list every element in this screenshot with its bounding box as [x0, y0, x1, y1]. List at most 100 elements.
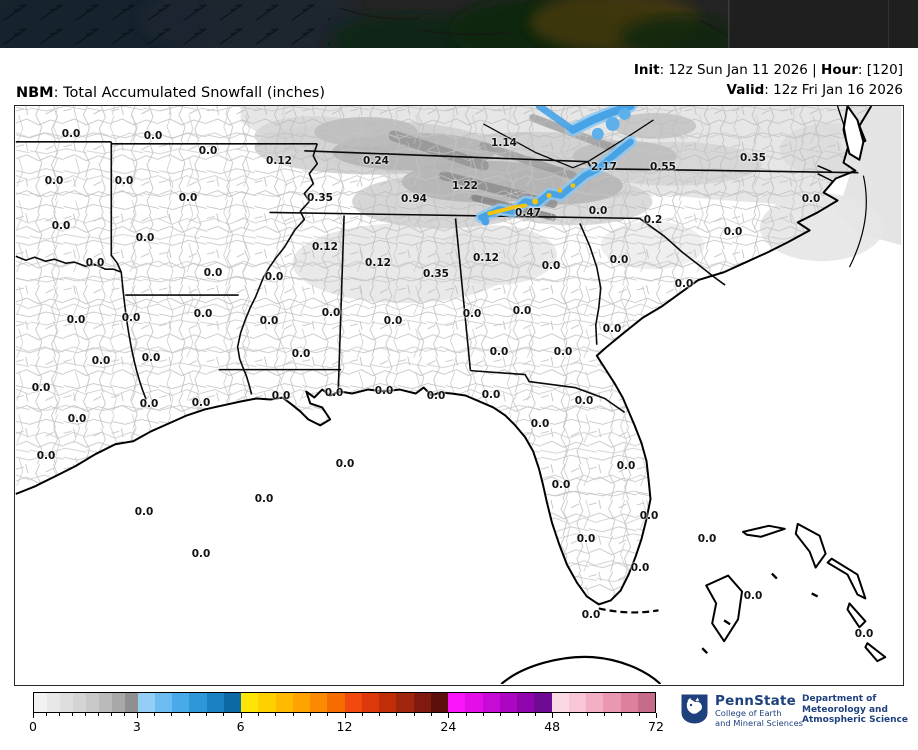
colorbar-bin	[448, 693, 552, 712]
colorbar-segment	[361, 693, 379, 712]
colorbar-minor-tick	[482, 713, 484, 716]
colorbar-swatches	[33, 692, 656, 713]
colorbar-segment	[154, 693, 172, 712]
map-value-label: 0.0	[481, 389, 501, 401]
colorbar-minor-tick	[604, 713, 606, 716]
map-value-label: 0.12	[473, 252, 499, 264]
map-value-label: 0.0	[191, 397, 211, 409]
map-value-label: 0.0	[321, 307, 341, 319]
map-value-label: 0.0	[193, 308, 213, 320]
map-value-label: 0.0	[254, 493, 274, 505]
colorbar-bin	[551, 693, 655, 712]
map-value-label: 0.0	[581, 609, 601, 621]
map-value-label: 0.0	[36, 450, 56, 462]
map-value-label: 0.12	[266, 155, 292, 167]
colorbar-minor-tick	[465, 713, 467, 716]
college-line1: College of Earth	[715, 708, 782, 718]
colorbar-segment	[124, 693, 138, 712]
map-value-label: 0.0	[854, 628, 874, 640]
colorbar-segment	[603, 693, 621, 712]
strip-decoration	[0, 0, 918, 48]
product-name: NBM	[16, 85, 54, 101]
map-title: NBM: Total Accumulated Snowfall (inches)	[16, 85, 325, 101]
colorbar-segment	[223, 693, 241, 712]
department-wordmark: Department of Meteorology and Atmospheri…	[802, 694, 908, 726]
colorbar-minor-tick	[71, 713, 73, 716]
colorbar-tick-label: 3	[132, 719, 141, 734]
map-value-label: 0.0	[616, 460, 636, 472]
colorbar-tick-label: 6	[236, 719, 245, 734]
colorbar-major-tick	[448, 713, 450, 718]
colorbar-bin	[344, 693, 448, 712]
colorbar-major-tick	[344, 713, 346, 718]
map-value-label: 0.0	[553, 346, 573, 358]
colorbar-tick-label: 48	[544, 719, 561, 734]
map-value-label: 0.0	[576, 533, 596, 545]
colorbar-segment	[137, 693, 155, 712]
previous-map-strip	[0, 0, 918, 48]
colorbar-tick-label: 12	[336, 719, 353, 734]
map-value-label: 0.0	[85, 257, 105, 269]
dept-line1: Department of	[802, 694, 877, 704]
map-value-label: 0.0	[801, 193, 821, 205]
colorbar-segment	[534, 693, 552, 712]
map-value-label: 0.0	[602, 323, 622, 335]
colorbar-tick-label: 72	[648, 719, 664, 734]
colorbar-minor-tick	[84, 713, 86, 716]
map-value-label: 0.0	[135, 232, 155, 244]
college-line2: and Mineral Sciences	[715, 717, 803, 728]
colorbar-minor-tick	[188, 713, 190, 716]
map-value-label: 0.35	[423, 268, 449, 280]
colorbar-minor-tick	[500, 713, 502, 716]
colorbar-minor-tick	[171, 713, 173, 716]
snow-band	[475, 106, 638, 226]
map-value-label: 0.0	[541, 260, 561, 272]
map-value-label: 0.0	[264, 271, 284, 283]
map-value-label: 0.0	[134, 506, 154, 518]
map-value-label: 0.0	[114, 175, 134, 187]
colorbar-segment	[189, 693, 207, 712]
colorbar-segment	[396, 693, 414, 712]
colorbar-tick-label: 24	[440, 719, 457, 734]
colorbar-minor-tick	[621, 713, 623, 716]
colorbar-bin	[137, 693, 241, 712]
map-value-label: 0.0	[674, 278, 694, 290]
map-value-label: 0.94	[401, 193, 427, 205]
valid-label: Valid	[726, 82, 765, 98]
init-hour-line: Init: 12z Sun Jan 11 2026 | Hour: [120]	[634, 62, 903, 78]
map-value-label: 0.0	[630, 562, 650, 574]
colorbar-segment	[111, 693, 125, 712]
colorbar: 0 3 6 12 24 48 72	[29, 692, 664, 735]
map-value-label: 0.0	[383, 315, 403, 327]
map-value-label: 0.0	[203, 267, 223, 279]
map-value-label: 0.0	[67, 413, 87, 425]
dept-line2: Meteorology and	[802, 704, 888, 715]
valid-line: Valid: 12z Fri Jan 16 2026	[727, 82, 903, 98]
colorbar-segment	[85, 693, 99, 712]
map-value-label: 0.24	[363, 155, 389, 167]
colorbar-segment	[637, 693, 655, 712]
colorbar-minor-tick	[327, 713, 329, 716]
colorbar-segment	[275, 693, 293, 712]
colorbar-segment	[568, 693, 586, 712]
map-value-label: 0.0	[121, 312, 141, 324]
colorbar-bin	[241, 693, 345, 712]
dept-line3: Atmospheric Science	[802, 715, 908, 725]
hour-value: : [120]	[857, 62, 903, 78]
colorbar-minor-tick	[431, 713, 433, 716]
colorbar-ticks	[33, 713, 657, 719]
colorbar-minor-tick	[638, 713, 640, 716]
colorbar-segment	[46, 693, 60, 712]
map-value-label: 0.0	[66, 314, 86, 326]
map-value-label: 0.0	[141, 352, 161, 364]
map-value-label: 0.0	[259, 315, 279, 327]
colorbar-segment	[292, 693, 310, 712]
colorbar-minor-tick	[97, 713, 99, 716]
colorbar-minor-tick	[361, 713, 363, 716]
colorbar-minor-tick	[292, 713, 294, 716]
pennstate-wordmark: PennState College of Earth and Mineral S…	[715, 693, 803, 728]
map-value-label: 1.22	[452, 180, 478, 192]
init-value: : 12z Sun Jan 11 2026 |	[659, 62, 822, 78]
colorbar-segment	[448, 693, 466, 712]
